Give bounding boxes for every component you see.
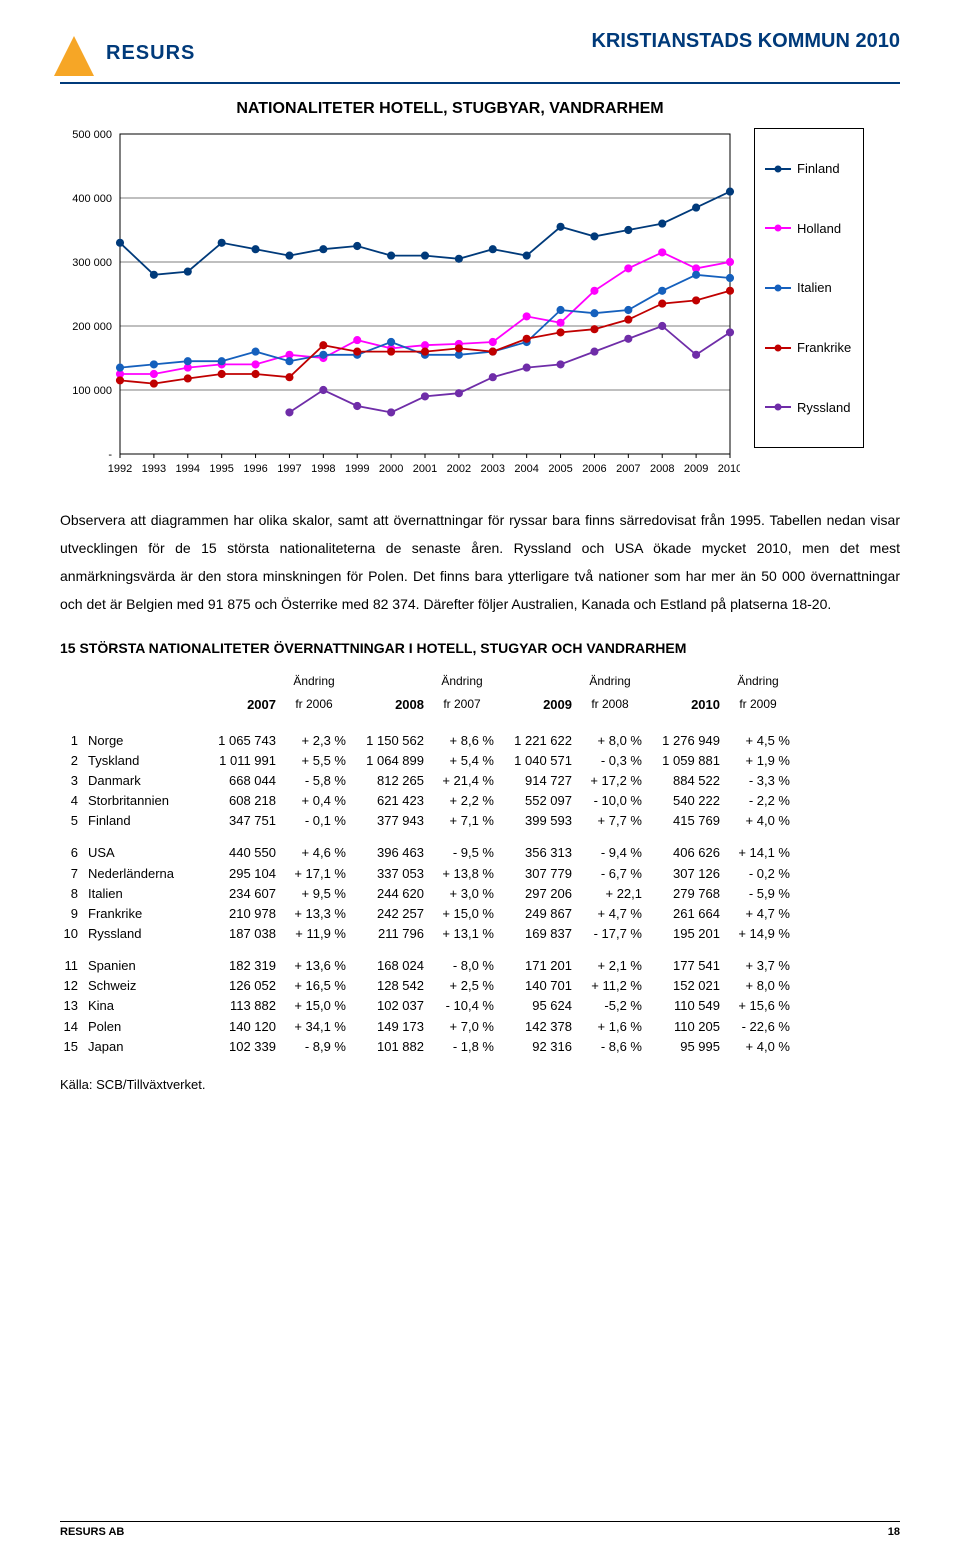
legend-item: Ryssland xyxy=(765,400,853,415)
legend-label: Frankrike xyxy=(797,340,851,355)
svg-text:2007: 2007 xyxy=(616,463,640,475)
legend-item: Finland xyxy=(765,161,853,176)
svg-text:500 000: 500 000 xyxy=(72,129,112,141)
nationalities-chart: NATIONALITETER HOTELL, STUGBYAR, VANDRAR… xyxy=(60,100,900,488)
table-row: 7Nederländerna295 104+ 17,1 %337 053+ 13… xyxy=(60,864,900,884)
svg-text:1996: 1996 xyxy=(243,463,267,475)
svg-text:1997: 1997 xyxy=(277,463,301,475)
table-row: 3Danmark668 044- 5,8 %812 265+ 21,4 %914… xyxy=(60,771,900,791)
chart-title: NATIONALITETER HOTELL, STUGBYAR, VANDRAR… xyxy=(0,100,900,118)
legend-item: Holland xyxy=(765,221,853,236)
logo-text: RESURS xyxy=(106,42,195,65)
svg-text:1992: 1992 xyxy=(108,463,132,475)
svg-text:300 000: 300 000 xyxy=(72,257,112,269)
svg-text:-: - xyxy=(108,449,112,461)
svg-text:2003: 2003 xyxy=(481,463,505,475)
page-footer: RESURS AB 18 xyxy=(60,1521,900,1538)
legend-swatch-icon xyxy=(765,406,791,408)
table-row: 9Frankrike210 978+ 13,3 %242 257+ 15,0 %… xyxy=(60,904,900,924)
table-row: 4Storbritannien608 218+ 0,4 %621 423+ 2,… xyxy=(60,791,900,811)
svg-text:1998: 1998 xyxy=(311,463,335,475)
svg-text:2008: 2008 xyxy=(650,463,674,475)
svg-text:2009: 2009 xyxy=(684,463,708,475)
logo-mark-icon xyxy=(60,30,106,76)
svg-text:2006: 2006 xyxy=(582,463,606,475)
legend-item: Frankrike xyxy=(765,340,853,355)
source-note: Källa: SCB/Tillväxtverket. xyxy=(60,1077,900,1092)
svg-text:100 000: 100 000 xyxy=(72,385,112,397)
table-row: 8Italien234 607+ 9,5 %244 620+ 3,0 %297 … xyxy=(60,884,900,904)
legend-swatch-icon xyxy=(765,287,791,289)
table-row: 14Polen140 120+ 34,1 %149 173+ 7,0 %142 … xyxy=(60,1017,900,1037)
table-row: 6USA440 550+ 4,6 %396 463- 9,5 %356 313-… xyxy=(60,843,900,863)
svg-text:2004: 2004 xyxy=(514,463,538,475)
svg-text:2005: 2005 xyxy=(548,463,572,475)
table-row: 15Japan102 339- 8,9 %101 882- 1,8 %92 31… xyxy=(60,1037,900,1057)
table-row: 10Ryssland187 038+ 11,9 %211 796+ 13,1 %… xyxy=(60,924,900,944)
table-row: 1Norge1 065 743+ 2,3 %1 150 562+ 8,6 %1 … xyxy=(60,731,900,751)
svg-text:1995: 1995 xyxy=(209,463,233,475)
header-rule xyxy=(60,82,900,84)
footer-page-number: 18 xyxy=(888,1526,900,1538)
svg-text:2010: 2010 xyxy=(718,463,740,475)
table-heading: 15 STÖRSTA NATIONALITETER ÖVERNATTNINGAR… xyxy=(60,640,900,656)
body-paragraph: Observera att diagrammen har olika skalo… xyxy=(60,506,900,618)
table-row: 2Tyskland1 011 991+ 5,5 %1 064 899+ 5,4 … xyxy=(60,751,900,771)
svg-text:400 000: 400 000 xyxy=(72,193,112,205)
chart-legend: Finland Holland Italien Frankrike Ryssland xyxy=(754,128,864,448)
legend-swatch-icon xyxy=(765,168,791,170)
svg-text:1993: 1993 xyxy=(142,463,166,475)
legend-label: Italien xyxy=(797,280,832,295)
legend-label: Holland xyxy=(797,221,841,236)
legend-swatch-icon xyxy=(765,227,791,229)
svg-text:2000: 2000 xyxy=(379,463,403,475)
document-title: KRISTIANSTADS KOMMUN 2010 xyxy=(591,30,900,53)
table-row: 13Kina113 882+ 15,0 %102 037- 10,4 %95 6… xyxy=(60,996,900,1016)
legend-label: Ryssland xyxy=(797,400,850,415)
table-row: 5Finland347 751- 0,1 %377 943+ 7,1 %399 … xyxy=(60,811,900,831)
chart-canvas: - 100 000 200 000 300 000 400 000 500 000 1992… xyxy=(60,128,740,488)
footer-left: RESURS AB xyxy=(60,1526,124,1538)
svg-text:1999: 1999 xyxy=(345,463,369,475)
legend-label: Finland xyxy=(797,161,840,176)
table-row: 12Schweiz126 052+ 16,5 %128 542+ 2,5 %14… xyxy=(60,976,900,996)
nationalities-table: ÄndringÄndringÄndringÄndring2007fr 20062… xyxy=(60,672,900,1057)
svg-text:1994: 1994 xyxy=(176,463,200,475)
svg-text:200 000: 200 000 xyxy=(72,321,112,333)
legend-item: Italien xyxy=(765,280,853,295)
svg-text:2001: 2001 xyxy=(413,463,437,475)
svg-text:2002: 2002 xyxy=(447,463,471,475)
legend-swatch-icon xyxy=(765,347,791,349)
table-row: 11Spanien182 319+ 13,6 %168 024- 8,0 %17… xyxy=(60,956,900,976)
brand-logo: RESURS xyxy=(60,30,195,76)
